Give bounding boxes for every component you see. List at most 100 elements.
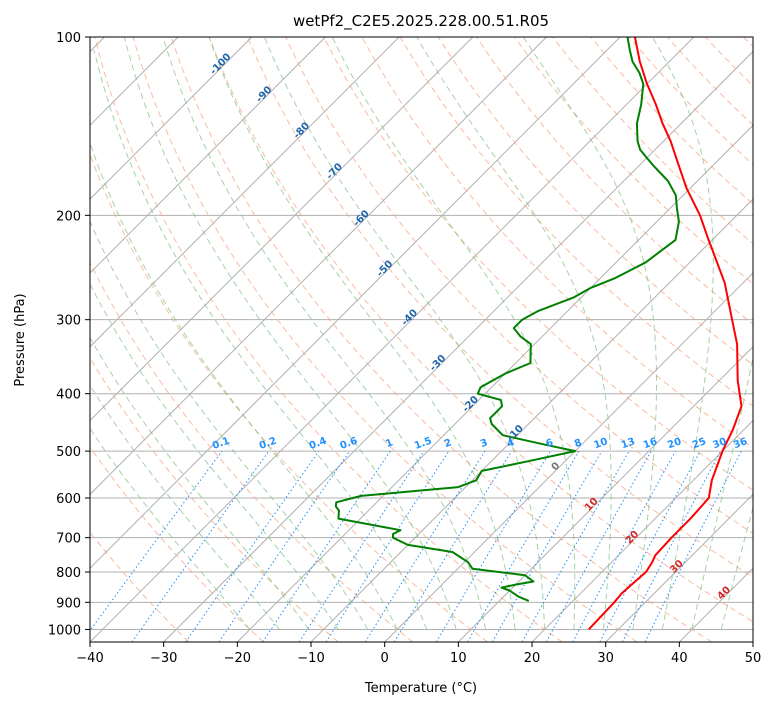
mixing-ratio-line xyxy=(218,450,351,642)
dry-adiabat xyxy=(170,37,712,642)
dry-adiabat xyxy=(90,356,339,642)
moist-adiabat xyxy=(263,37,545,630)
isotherm-line xyxy=(163,50,753,642)
isotherm-line xyxy=(236,124,753,642)
mixing-ratio-label: 10 xyxy=(592,436,609,451)
mixing-ratio-label: 8 xyxy=(573,437,583,450)
isotherm-line xyxy=(90,37,253,200)
isotherm-label: -40 xyxy=(400,308,420,329)
x-tick-label: 10 xyxy=(450,651,467,666)
dry-adiabat xyxy=(704,37,753,87)
mixing-ratio-line xyxy=(364,450,486,642)
x-tick-label: 30 xyxy=(597,651,614,666)
moist-adiabat xyxy=(90,282,339,630)
isotherm-line xyxy=(678,567,753,642)
mixing-ratio-line xyxy=(545,450,652,642)
y-tick-label: 200 xyxy=(56,209,81,224)
moist-adiabat xyxy=(416,37,612,630)
mixing-ratio-label: 25 xyxy=(691,436,708,451)
dry-adiabat xyxy=(90,261,414,642)
isotherm-label: -70 xyxy=(325,161,345,182)
x-tick-label: −20 xyxy=(224,651,251,666)
moist-adiabat xyxy=(123,37,457,630)
moist-adiabat xyxy=(90,384,280,630)
isotherm-line xyxy=(457,346,753,642)
moist-adiabat xyxy=(331,37,576,630)
mixing-ratio-label: 30 xyxy=(711,436,728,451)
mixing-ratio-label: 0.4 xyxy=(308,436,328,452)
x-tick-label: 50 xyxy=(745,651,762,666)
mixing-ratio-line xyxy=(185,450,320,642)
warm-isotherm-label: 20 xyxy=(624,529,642,547)
mixing-ratio-label: 0.1 xyxy=(211,436,231,452)
x-tick-label: −40 xyxy=(76,651,103,666)
y-tick-label: 400 xyxy=(56,388,81,403)
moist-adiabat xyxy=(651,37,714,630)
moist-adiabat xyxy=(720,505,753,630)
mixing-ratio-line xyxy=(298,450,425,642)
y-tick-label: 800 xyxy=(56,566,81,581)
y-tick-label: 500 xyxy=(56,445,81,460)
mixing-ratio-label: 2 xyxy=(443,437,453,450)
mixing-ratio-line xyxy=(599,450,701,642)
x-tick-label: 20 xyxy=(524,651,541,666)
dry-adiabat xyxy=(90,446,264,642)
moist-adiabat xyxy=(90,336,310,630)
moist-adiabat xyxy=(90,219,369,630)
dry-adiabat xyxy=(132,37,638,642)
isotherm-line xyxy=(90,37,695,642)
isotherm-label: -50 xyxy=(375,259,395,280)
y-tick-label: 300 xyxy=(56,314,81,329)
y-tick-label: 600 xyxy=(56,492,81,507)
warm-isotherm-label: 30 xyxy=(668,558,686,576)
isotherm-zero-label: 0 xyxy=(550,460,563,473)
dry-adiabat xyxy=(514,37,753,285)
mixing-ratio-line xyxy=(131,450,270,642)
mixing-ratio-label: 0.2 xyxy=(258,436,278,452)
dry-adiabat xyxy=(743,37,753,48)
dry-adiabat xyxy=(90,531,190,642)
isotherm-line xyxy=(90,37,621,569)
mixing-ratio-line xyxy=(572,450,676,642)
isotherm-line xyxy=(605,493,753,642)
dry-adiabat xyxy=(666,37,753,126)
y-axis-label: Pressure (hPa) xyxy=(13,293,28,386)
y-tick-label: 1000 xyxy=(48,623,81,638)
mixing-ratio-line xyxy=(521,450,630,642)
dry-adiabat xyxy=(590,37,753,205)
x-tick-label: −10 xyxy=(297,651,324,666)
y-tick-label: 900 xyxy=(56,596,81,611)
axis-ticks: −40 −30 −20 −10 0 10 20 30 40 5010020030040050060… xyxy=(48,31,761,666)
mixing-ratio-line xyxy=(90,450,223,632)
dewpoint-profile-line xyxy=(334,37,680,602)
mixing-ratio-label: 3 xyxy=(479,437,489,450)
mixing-ratio-line xyxy=(325,450,450,642)
mixing-ratio-label: 6 xyxy=(545,437,555,450)
moist-adiabat xyxy=(90,141,398,630)
isotherm-label: -80 xyxy=(292,121,312,142)
mixing-ratio-label: 36 xyxy=(732,436,749,451)
plot-frame xyxy=(89,36,754,643)
isotherm-label: -90 xyxy=(254,84,274,105)
isotherm-line xyxy=(90,37,474,422)
x-tick-label: 0 xyxy=(381,651,389,666)
isotherm-line xyxy=(90,37,547,496)
isotherm-line xyxy=(90,37,326,274)
x-tick-label: 40 xyxy=(671,651,688,666)
mixing-ratio-label: 1 xyxy=(384,437,394,450)
series-layer xyxy=(334,37,743,631)
mixing-ratio-line xyxy=(644,450,742,642)
isotherm-line xyxy=(310,198,753,642)
mixing-ratio-line xyxy=(393,450,513,642)
x-axis-label: Temperature (°C) xyxy=(364,681,477,696)
dry-adiabat xyxy=(90,153,488,642)
moist-adiabat xyxy=(162,37,487,630)
mixing-ratio-line xyxy=(262,450,391,642)
x-tick-label: −30 xyxy=(150,651,177,666)
mixing-ratio-label: 20 xyxy=(666,436,683,451)
mixing-ratio-label: 4 xyxy=(506,437,516,450)
isotherm-label: -30 xyxy=(428,353,448,374)
moist-adiabat xyxy=(691,355,753,630)
dry-adiabat xyxy=(246,37,753,578)
